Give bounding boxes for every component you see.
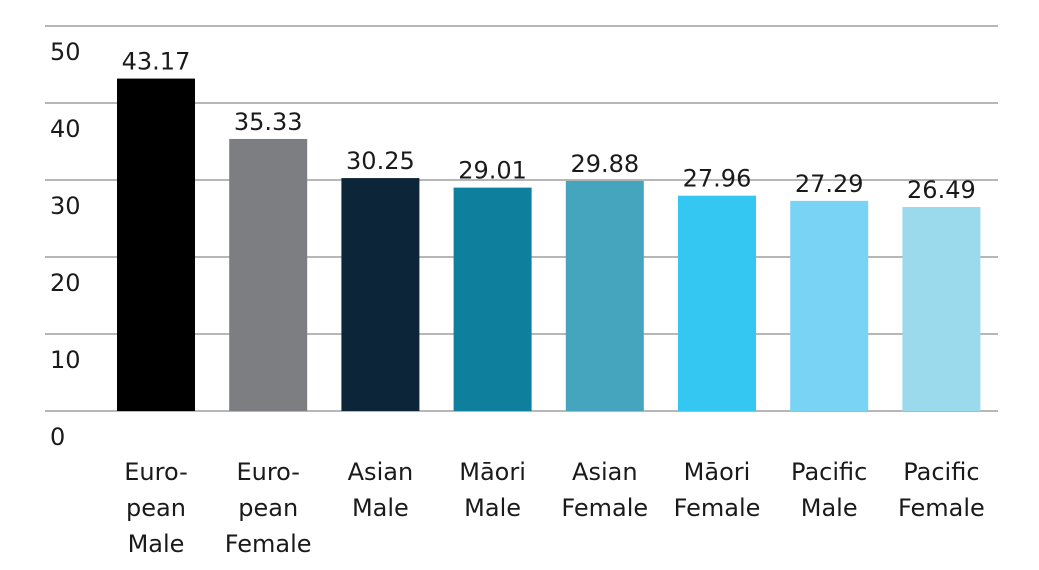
category-label-0: Euro-pean Male bbox=[124, 458, 188, 558]
category-label-0-line-2: Male bbox=[128, 530, 185, 558]
category-label-5-line-0: Māori bbox=[684, 458, 751, 486]
value-label-1: 35.33 bbox=[234, 108, 303, 136]
category-label-3-line-0: Māori bbox=[459, 458, 526, 486]
category-label-1-line-2: Female bbox=[225, 530, 312, 558]
y-axis-tick-labels: 0 10 20 30 40 50 bbox=[50, 38, 81, 451]
bar-7 bbox=[902, 207, 981, 411]
value-labels: 43.17 35.33 30.25 29.01 29.88 27.96 27.29 26.49 bbox=[122, 48, 976, 204]
bars bbox=[117, 78, 981, 412]
bar-6 bbox=[790, 200, 869, 411]
category-label-0-line-1: pean bbox=[126, 494, 186, 522]
y-tick-label-10: 10 bbox=[50, 346, 81, 374]
bar-0 bbox=[117, 78, 195, 411]
value-label-2: 30.25 bbox=[346, 147, 415, 175]
category-label-5: Māori Female bbox=[674, 458, 761, 522]
value-label-3: 29.01 bbox=[458, 157, 527, 185]
value-label-5: 27.96 bbox=[683, 165, 752, 193]
bar-4 bbox=[565, 180, 644, 411]
y-tick-label-20: 20 bbox=[50, 269, 81, 297]
category-label-7: Pacific Female bbox=[898, 458, 985, 522]
category-label-2-line-1: Male bbox=[352, 494, 409, 522]
y-tick-label-40: 40 bbox=[50, 115, 81, 143]
bar-3 bbox=[453, 187, 532, 411]
category-label-5-line-1: Female bbox=[674, 494, 761, 522]
y-tick-label-0: 0 bbox=[50, 423, 65, 451]
value-label-4: 29.88 bbox=[570, 150, 639, 178]
category-label-0-line-0: Euro- bbox=[124, 458, 188, 486]
category-label-3-line-1: Male bbox=[464, 494, 521, 522]
category-label-1-line-1: pean bbox=[238, 494, 298, 522]
value-label-0: 43.17 bbox=[122, 48, 191, 76]
category-label-7-line-0: Pacific bbox=[903, 458, 979, 486]
value-label-7: 26.49 bbox=[907, 176, 976, 204]
category-label-1: Euro-pean Female bbox=[225, 458, 312, 558]
category-label-7-line-1: Female bbox=[898, 494, 985, 522]
category-label-6-line-0: Pacific bbox=[791, 458, 867, 486]
category-label-6-line-1: Male bbox=[801, 494, 858, 522]
category-label-4: Asian Female bbox=[561, 458, 648, 522]
category-label-3: Māori Male bbox=[459, 458, 526, 522]
category-label-1-line-0: Euro- bbox=[236, 458, 300, 486]
bar-5 bbox=[678, 195, 756, 411]
category-label-2: Asian Male bbox=[348, 458, 414, 522]
y-tick-label-50: 50 bbox=[50, 38, 81, 66]
category-label-4-line-0: Asian bbox=[572, 458, 638, 486]
category-label-4-line-1: Female bbox=[561, 494, 648, 522]
category-label-2-line-0: Asian bbox=[348, 458, 414, 486]
value-label-6: 27.29 bbox=[795, 170, 864, 198]
category-label-6: Pacific Male bbox=[791, 458, 867, 522]
bar-2 bbox=[341, 178, 420, 411]
y-tick-label-30: 30 bbox=[50, 192, 81, 220]
bar-1 bbox=[229, 138, 308, 412]
